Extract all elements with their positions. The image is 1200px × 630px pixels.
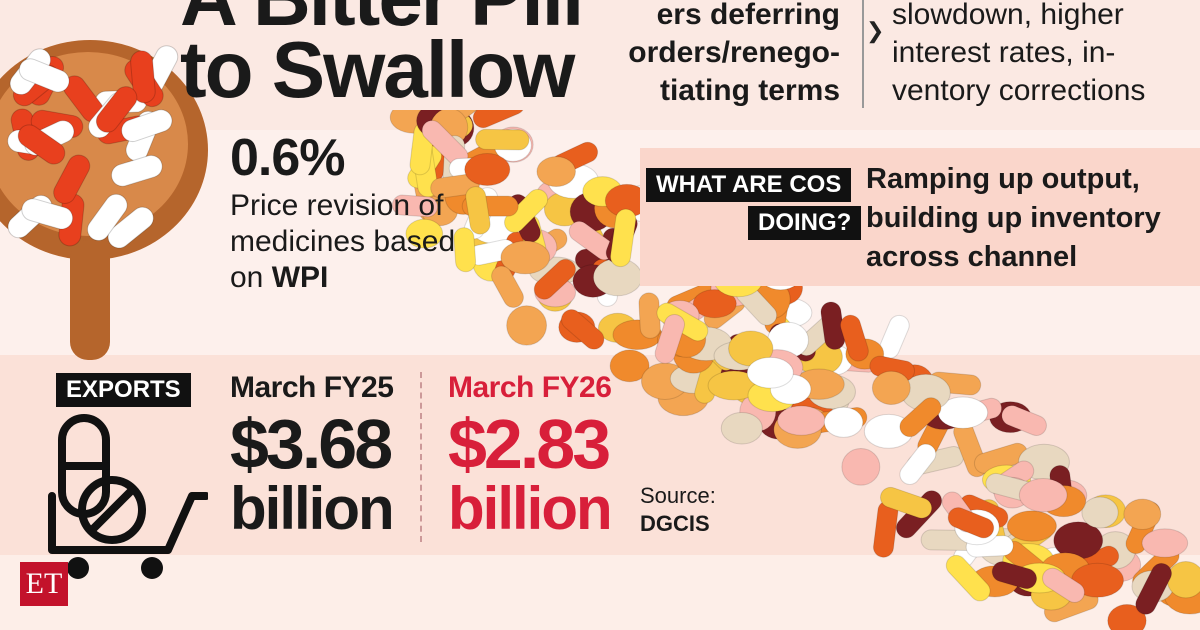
- pill-shape: [107, 206, 154, 249]
- export-value: $2.83: [448, 405, 611, 483]
- pill-shape: [1001, 405, 1047, 437]
- et-logo: ET: [20, 562, 68, 606]
- pill-shape: [506, 305, 548, 346]
- pill-shape: [1141, 528, 1189, 558]
- question-label-line-1: WHAT ARE COS: [646, 168, 852, 202]
- pill-shape: [871, 370, 911, 406]
- pill-shape: [823, 406, 864, 438]
- pill-shape: [947, 507, 995, 539]
- companies-answer: Ramping up output, building up inventory…: [866, 163, 1161, 273]
- pill-shape: [18, 58, 70, 93]
- text-line: tiating terms: [659, 74, 840, 107]
- export-fy25: March FY25 $3.68 billion: [230, 370, 395, 542]
- source-label: Source:: [640, 483, 716, 508]
- export-unit: billion: [448, 475, 613, 542]
- pill-shape: [472, 110, 526, 129]
- pill-shape: [536, 156, 576, 187]
- pill-shape: [1123, 498, 1162, 530]
- page-title: A Bitter Pill to Swallow: [180, 0, 584, 114]
- description-bold: WPI: [271, 261, 329, 294]
- pill-shape: [453, 227, 477, 273]
- spoon-with-pills-illustration: [0, 40, 208, 360]
- text-line: ventory corrections: [892, 74, 1146, 107]
- pill-shape: [1006, 510, 1057, 542]
- pill-shape: [610, 208, 637, 268]
- pill-shape: [1166, 561, 1200, 599]
- pill-shape: [1042, 567, 1085, 603]
- text-line: orders/renego-: [628, 36, 840, 69]
- pill-shape: [17, 124, 66, 165]
- chevron-right-icon: ❯: [866, 18, 885, 43]
- question-label-line-2: DOING?: [748, 206, 862, 240]
- pill-shape: [87, 193, 128, 241]
- export-period: March FY25: [230, 371, 394, 404]
- reasons-text: slowdown, higher interest rates, in- ven…: [892, 0, 1192, 110]
- pill-shape: [1081, 496, 1119, 529]
- pill-shape: [533, 258, 576, 300]
- export-fy26: March FY26 $2.83 billion: [448, 370, 613, 542]
- pill-shape: [1107, 604, 1147, 630]
- pill-shape: [1135, 562, 1172, 615]
- deferring-orders-text: ers deferring orders/renego- tiating ter…: [600, 0, 840, 110]
- pill-shape: [560, 309, 605, 350]
- pill-shape: [464, 153, 511, 187]
- pill-shape: [746, 356, 794, 389]
- price-revision-stat: 0.6% Price revision of medicines based o…: [230, 130, 490, 296]
- pill-shape: [1018, 478, 1068, 513]
- export-unit: billion: [230, 475, 395, 542]
- pill-shape: [500, 240, 551, 275]
- pill-shape: [53, 154, 91, 205]
- text-line: ers deferring: [656, 0, 840, 31]
- pill-shape: [841, 447, 881, 486]
- pill-shape: [21, 198, 74, 230]
- export-period: March FY26: [448, 371, 612, 404]
- pill-shape: [465, 186, 491, 235]
- pill-shape: [121, 109, 173, 143]
- pill-shape: [880, 486, 933, 519]
- pill-shape: [110, 154, 163, 187]
- exports-label: EXPORTS: [56, 373, 191, 407]
- description-text: Price revision of medicines based on: [230, 189, 456, 294]
- pill-shape: [475, 128, 530, 151]
- top-band: [0, 0, 1200, 130]
- pill-shape: [839, 314, 869, 362]
- pill-shape: [899, 397, 942, 438]
- export-value: $3.68: [230, 405, 393, 483]
- pill-shape: [899, 443, 937, 485]
- pill-shape: [777, 405, 826, 436]
- pill-shape: [991, 561, 1038, 590]
- pill-shape: [654, 313, 686, 364]
- price-revision-value: 0.6%: [230, 129, 346, 187]
- pill-shape: [609, 349, 650, 383]
- exports-divider: [420, 372, 422, 542]
- vertical-divider: [862, 0, 864, 108]
- pill-shape: [504, 188, 549, 233]
- pill-cart-icon: [48, 414, 208, 579]
- pill-shape: [945, 554, 991, 602]
- price-revision-description: Price revision of medicines based on WPI: [230, 188, 490, 296]
- source-name: DGCIS: [640, 511, 710, 536]
- pill-shape: [720, 412, 763, 445]
- text-line: slowdown, higher: [892, 0, 1124, 31]
- pill-shape: [95, 86, 138, 133]
- pill-shape: [491, 265, 524, 308]
- title-line-1: A Bitter Pill: [180, 0, 584, 38]
- pill-shape: [405, 218, 444, 249]
- title-line-2: to Swallow: [180, 25, 575, 114]
- source-note: Source: DGCIS: [640, 482, 716, 538]
- pill-shape: [130, 50, 156, 104]
- pill-shape: [391, 194, 439, 218]
- text-line: interest rates, in-: [892, 36, 1116, 69]
- pill-shape: [692, 289, 737, 319]
- pills-illustration: [389, 110, 1200, 630]
